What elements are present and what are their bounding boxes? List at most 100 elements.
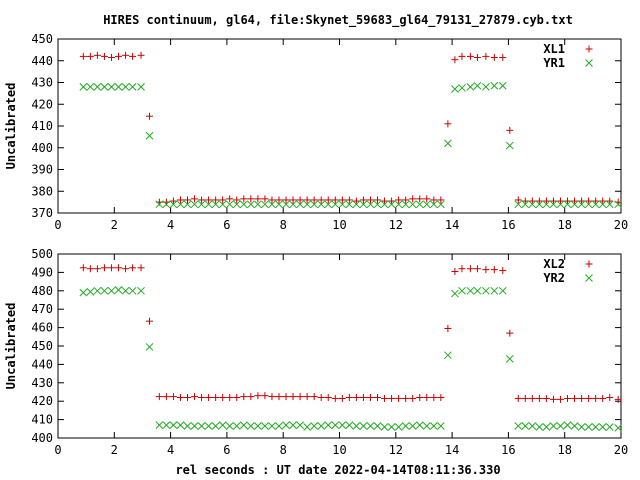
data-point — [584, 200, 593, 209]
data-point — [121, 286, 130, 295]
x-tick-label: 8 — [280, 443, 287, 457]
y-tick-label: 400 — [31, 431, 53, 445]
x-tick-label: 12 — [389, 443, 403, 457]
data-point — [345, 200, 354, 209]
data-point — [506, 329, 514, 337]
x-tick-label: 2 — [111, 443, 118, 457]
data-point — [466, 82, 475, 91]
data-point — [409, 394, 417, 402]
data-point — [563, 421, 572, 429]
data-point — [490, 266, 498, 274]
x-tick-label: 0 — [54, 443, 61, 457]
data-point — [226, 394, 234, 402]
data-point — [289, 196, 297, 204]
data-point — [246, 200, 255, 209]
data-point — [275, 422, 283, 430]
data-point — [409, 195, 417, 203]
data-point — [225, 200, 234, 209]
data-point — [401, 200, 410, 209]
data-point — [121, 82, 130, 91]
data-point — [317, 196, 325, 204]
data-point — [324, 200, 333, 209]
data-point — [401, 422, 410, 430]
data-point — [394, 200, 403, 209]
data-point — [577, 200, 586, 209]
data-point — [556, 422, 565, 430]
data-point — [614, 200, 623, 209]
data-point — [490, 81, 499, 90]
data-point — [275, 196, 283, 204]
data-point — [556, 200, 565, 209]
data-point — [498, 81, 507, 90]
data-point — [359, 196, 367, 204]
data-point — [107, 286, 116, 295]
data-point — [169, 421, 178, 429]
data-point — [416, 195, 424, 203]
data-point — [155, 200, 164, 209]
data-point — [212, 394, 220, 402]
data-point — [247, 195, 255, 203]
data-point — [79, 288, 88, 297]
data-point — [100, 264, 108, 272]
data-point — [211, 422, 220, 430]
data-point — [282, 421, 290, 429]
bottom-panel: 400 410 420 430 440 450 460 470 480 490 500 0 2 4 6 8 10… — [4, 247, 628, 457]
data-point — [585, 394, 593, 402]
data-point — [254, 200, 262, 209]
data-point — [451, 85, 459, 93]
x-tick-label: 20 — [614, 218, 628, 232]
data-point — [521, 200, 530, 209]
data-point — [239, 421, 248, 429]
x-tick-label: 8 — [280, 218, 287, 232]
data-point — [451, 289, 459, 298]
data-point — [388, 197, 396, 205]
x-tick-label: 12 — [389, 218, 403, 232]
data-point — [204, 200, 213, 209]
data-point — [176, 200, 185, 209]
data-point — [415, 200, 424, 209]
data-point — [331, 196, 339, 204]
data-point — [564, 394, 572, 402]
data-point — [528, 422, 537, 430]
data-point — [466, 265, 474, 273]
data-point — [310, 422, 319, 430]
data-point — [176, 394, 184, 402]
data-point — [317, 200, 326, 209]
data-point — [373, 422, 382, 430]
data-point — [79, 82, 88, 91]
data-point — [535, 394, 543, 402]
data-point — [115, 264, 123, 272]
data-point — [162, 200, 171, 209]
data-point — [444, 325, 452, 333]
data-point — [430, 394, 438, 402]
data-point — [100, 286, 109, 295]
data-point — [490, 286, 499, 295]
data-point — [100, 52, 108, 60]
data-point — [416, 394, 424, 402]
data-point — [289, 393, 297, 401]
data-point — [436, 422, 445, 430]
data-point — [528, 394, 536, 402]
data-point — [514, 422, 523, 430]
data-point — [444, 139, 452, 148]
data-point — [402, 196, 410, 204]
data-point — [190, 422, 199, 430]
y-tick-label: 410 — [31, 413, 53, 427]
data-point — [437, 196, 445, 204]
data-point — [387, 200, 396, 209]
data-point — [359, 422, 368, 430]
y-tick-label: 400 — [31, 141, 53, 155]
x-tick-label: 16 — [501, 218, 515, 232]
y-tick-label: 440 — [31, 357, 53, 371]
data-point — [107, 53, 115, 61]
data-point — [176, 421, 185, 429]
data-point — [482, 82, 490, 91]
data-point — [197, 200, 206, 209]
data-point — [374, 394, 382, 402]
data-point — [584, 423, 593, 431]
data-point — [429, 200, 438, 209]
data-point — [176, 196, 184, 204]
data-point — [331, 394, 339, 402]
y-tick-label: 450 — [31, 32, 53, 46]
data-point — [183, 422, 192, 430]
